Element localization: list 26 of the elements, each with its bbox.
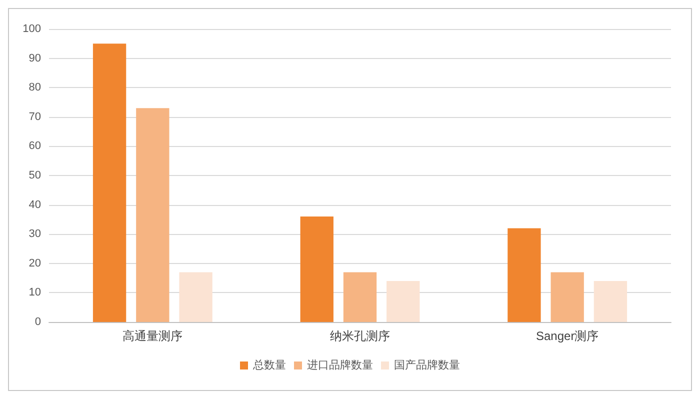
bar — [343, 272, 377, 322]
bar — [136, 108, 170, 322]
y-tick-label: 60 — [28, 140, 41, 152]
x-tick-label: 纳米孔测序 — [330, 329, 390, 343]
y-tick-label: 80 — [28, 82, 41, 94]
y-tick-label: 90 — [28, 52, 41, 64]
y-tick-label: 50 — [28, 170, 41, 182]
x-tick-label: Sanger测序 — [536, 329, 599, 343]
y-tick-label: 10 — [28, 286, 41, 299]
bar — [594, 280, 628, 322]
bar — [386, 280, 420, 322]
legend-label: 总数量 — [252, 358, 286, 372]
y-tick-label: 20 — [28, 257, 41, 270]
y-tick-label: 30 — [28, 228, 41, 240]
y-tick-label: 0 — [34, 316, 41, 328]
bar — [300, 216, 334, 322]
y-tick-label: 40 — [28, 198, 41, 211]
bar — [92, 44, 126, 322]
legend-label: 进口品牌数量 — [307, 358, 373, 372]
x-tick-label: 高通量测序 — [122, 329, 183, 343]
y-tick-label: 70 — [28, 110, 41, 123]
bar — [508, 228, 541, 322]
bar — [550, 272, 584, 322]
y-tick-label: 100 — [22, 23, 41, 35]
bar — [179, 272, 212, 322]
legend-label: 国产品牌数量 — [394, 358, 460, 372]
